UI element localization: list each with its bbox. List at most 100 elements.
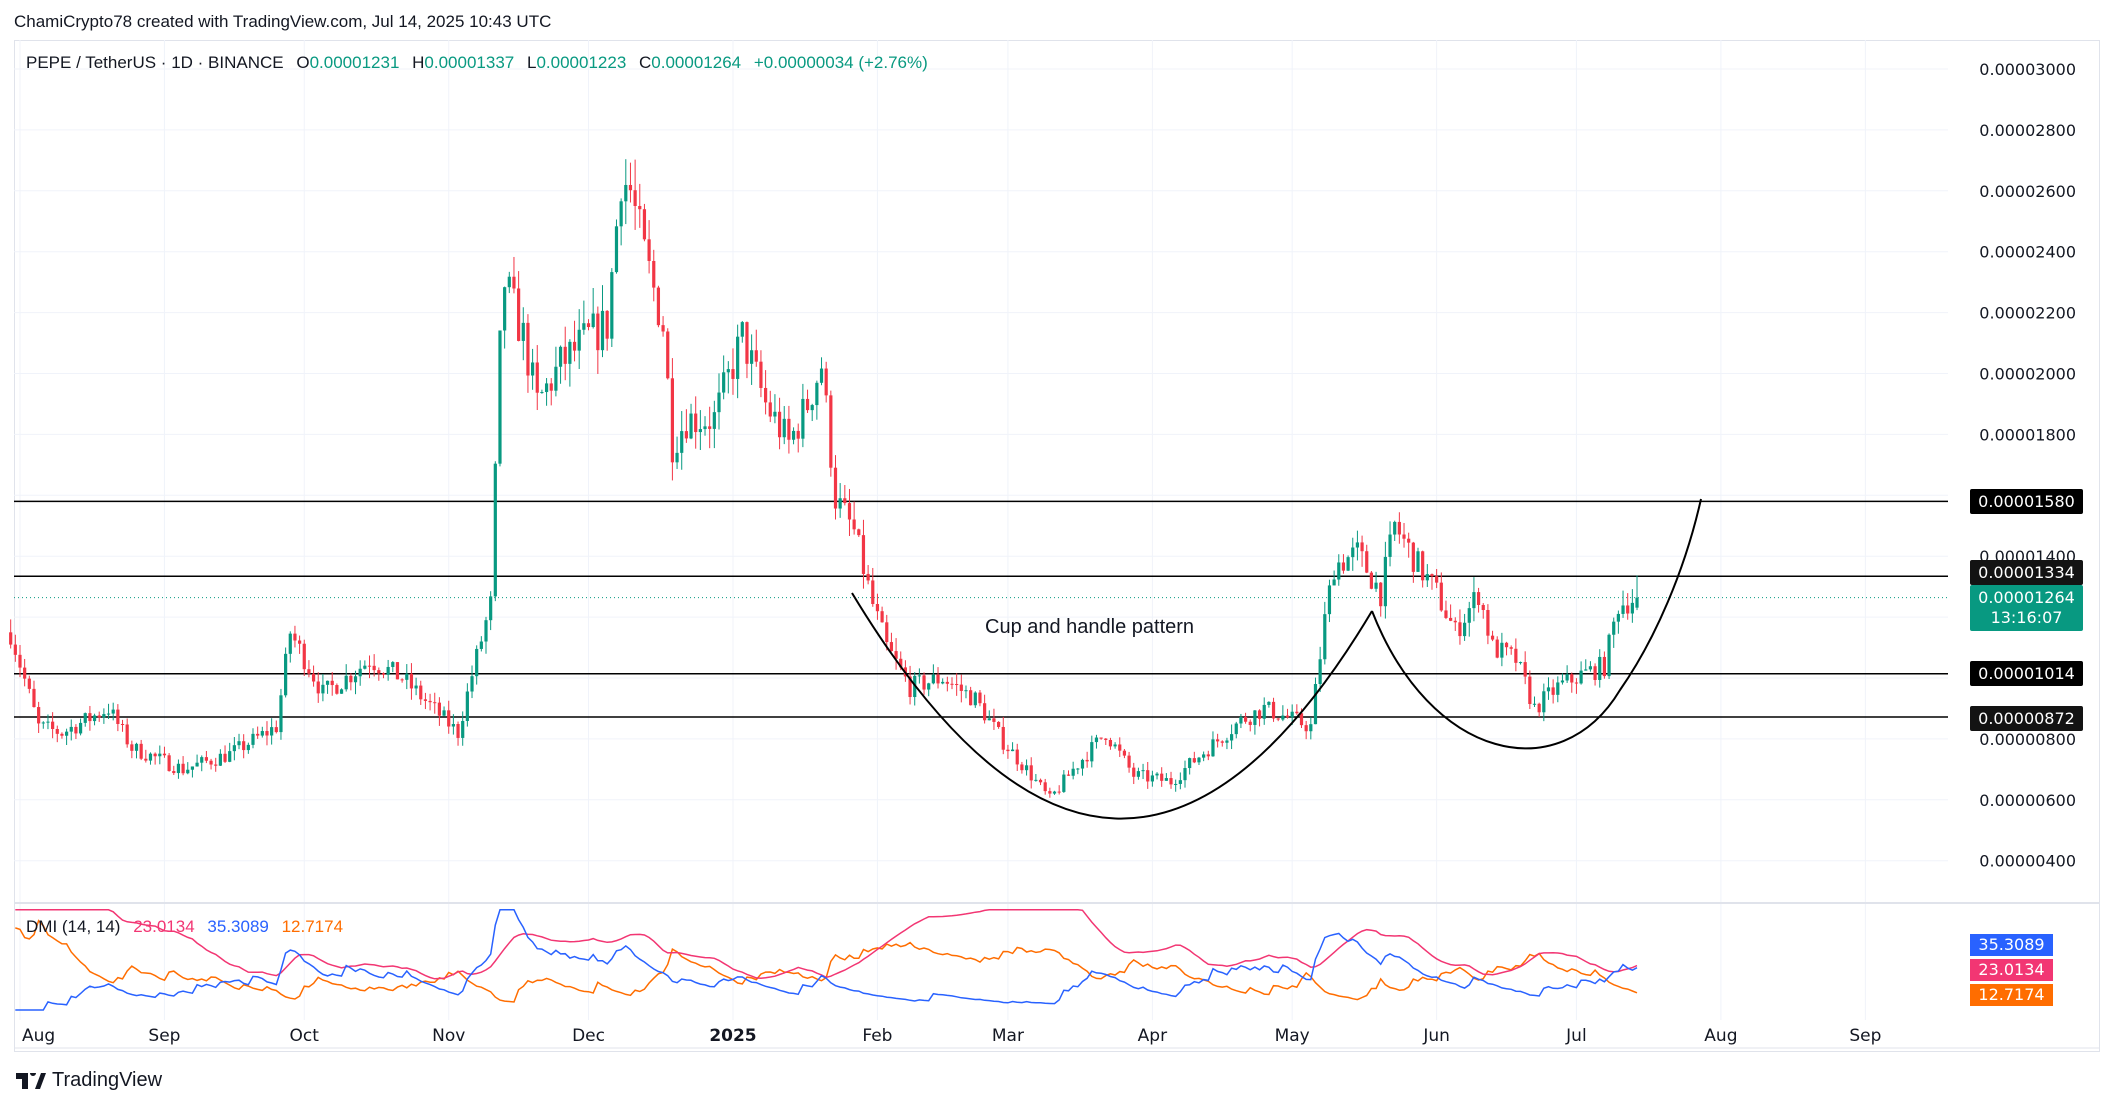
candle[interactable] <box>353 670 358 695</box>
candle[interactable] <box>302 639 306 676</box>
candle[interactable] <box>1602 651 1606 679</box>
candle[interactable] <box>540 389 544 394</box>
candle[interactable] <box>358 660 362 686</box>
candle[interactable] <box>1216 733 1220 748</box>
candle[interactable] <box>111 702 115 721</box>
candle[interactable] <box>694 396 698 449</box>
candle[interactable] <box>344 664 348 692</box>
candle[interactable] <box>1407 532 1411 558</box>
candle[interactable] <box>1402 523 1406 548</box>
candle[interactable] <box>554 346 558 397</box>
candle[interactable] <box>1574 678 1579 694</box>
candle[interactable] <box>1304 720 1308 740</box>
candle[interactable] <box>1071 761 1075 780</box>
candle[interactable] <box>1435 569 1439 589</box>
candle[interactable] <box>857 528 861 537</box>
candle[interactable] <box>517 271 521 342</box>
candle[interactable] <box>92 713 97 726</box>
candle[interactable] <box>568 339 572 387</box>
candle[interactable] <box>815 380 819 420</box>
candle[interactable] <box>838 483 842 518</box>
candle[interactable] <box>582 300 586 335</box>
candle[interactable] <box>1243 712 1248 724</box>
candle[interactable] <box>1313 677 1318 725</box>
candle[interactable] <box>1393 520 1397 541</box>
candle[interactable] <box>256 726 260 739</box>
candle[interactable] <box>638 183 642 228</box>
candle[interactable] <box>544 378 549 406</box>
candle[interactable] <box>871 567 875 607</box>
candle[interactable] <box>1113 742 1117 749</box>
candle[interactable] <box>1057 785 1061 795</box>
candle[interactable] <box>1453 617 1457 631</box>
candle[interactable] <box>386 659 390 681</box>
candle[interactable] <box>1141 763 1145 780</box>
candle[interactable] <box>60 732 64 739</box>
candle[interactable] <box>456 721 460 746</box>
symbol-name[interactable]: PEPE / TetherUS · 1D · BINANCE <box>26 53 284 72</box>
candle[interactable] <box>708 406 712 449</box>
candle[interactable] <box>1546 677 1551 700</box>
candle[interactable] <box>78 718 83 736</box>
candle[interactable] <box>130 740 134 759</box>
candle[interactable] <box>423 692 428 710</box>
candle[interactable] <box>69 719 73 741</box>
candle[interactable] <box>284 647 288 698</box>
candle[interactable] <box>722 355 726 400</box>
candle[interactable] <box>885 614 889 651</box>
candle[interactable] <box>633 159 637 230</box>
candle[interactable] <box>1132 762 1136 785</box>
candle[interactable] <box>670 358 674 481</box>
candle[interactable] <box>1197 756 1201 766</box>
candle[interactable] <box>1588 661 1593 672</box>
candle[interactable] <box>801 383 805 448</box>
candle[interactable] <box>1285 708 1290 719</box>
candle[interactable] <box>162 746 167 758</box>
candle[interactable] <box>1598 649 1602 688</box>
candle[interactable] <box>1374 571 1378 592</box>
candle[interactable] <box>1341 554 1346 574</box>
candle[interactable] <box>1528 670 1532 709</box>
candle[interactable] <box>325 680 330 694</box>
candle[interactable] <box>1411 541 1415 583</box>
candle[interactable] <box>335 683 339 695</box>
candle[interactable] <box>1514 638 1518 672</box>
candle[interactable] <box>1309 717 1313 740</box>
candle[interactable] <box>1281 705 1285 722</box>
candle[interactable] <box>866 565 870 585</box>
candle[interactable] <box>605 310 609 351</box>
candle[interactable] <box>1323 601 1327 665</box>
candle[interactable] <box>148 752 153 765</box>
candle[interactable] <box>204 750 208 764</box>
candle[interactable] <box>1206 750 1210 761</box>
candle[interactable] <box>195 754 199 767</box>
candle[interactable] <box>950 677 954 690</box>
candle[interactable] <box>908 665 912 705</box>
candle[interactable] <box>428 693 432 711</box>
candle[interactable] <box>1327 579 1332 623</box>
candle[interactable] <box>1085 751 1089 768</box>
candle[interactable] <box>1612 617 1616 648</box>
candle[interactable] <box>1486 604 1490 645</box>
candle[interactable] <box>1178 772 1182 790</box>
candle[interactable] <box>810 403 814 422</box>
candle[interactable] <box>1397 512 1401 544</box>
candle[interactable] <box>134 742 139 759</box>
candle[interactable] <box>1076 767 1080 775</box>
candle[interactable] <box>586 319 591 331</box>
candle[interactable] <box>1043 778 1047 795</box>
pattern-annotation[interactable]: Cup and handle pattern <box>985 616 1195 638</box>
candle[interactable] <box>1276 718 1280 722</box>
candle[interactable] <box>675 436 679 469</box>
candle[interactable] <box>1444 600 1448 620</box>
candle[interactable] <box>1020 761 1024 774</box>
candle[interactable] <box>1523 651 1527 685</box>
candle[interactable] <box>913 672 917 706</box>
candle[interactable] <box>1090 735 1094 768</box>
candle[interactable] <box>349 673 353 691</box>
candle[interactable] <box>377 667 381 681</box>
candle[interactable] <box>684 409 688 443</box>
candle[interactable] <box>339 688 344 694</box>
dmi-title[interactable]: DMI (14, 14) <box>26 917 121 936</box>
candle[interactable] <box>558 345 563 384</box>
